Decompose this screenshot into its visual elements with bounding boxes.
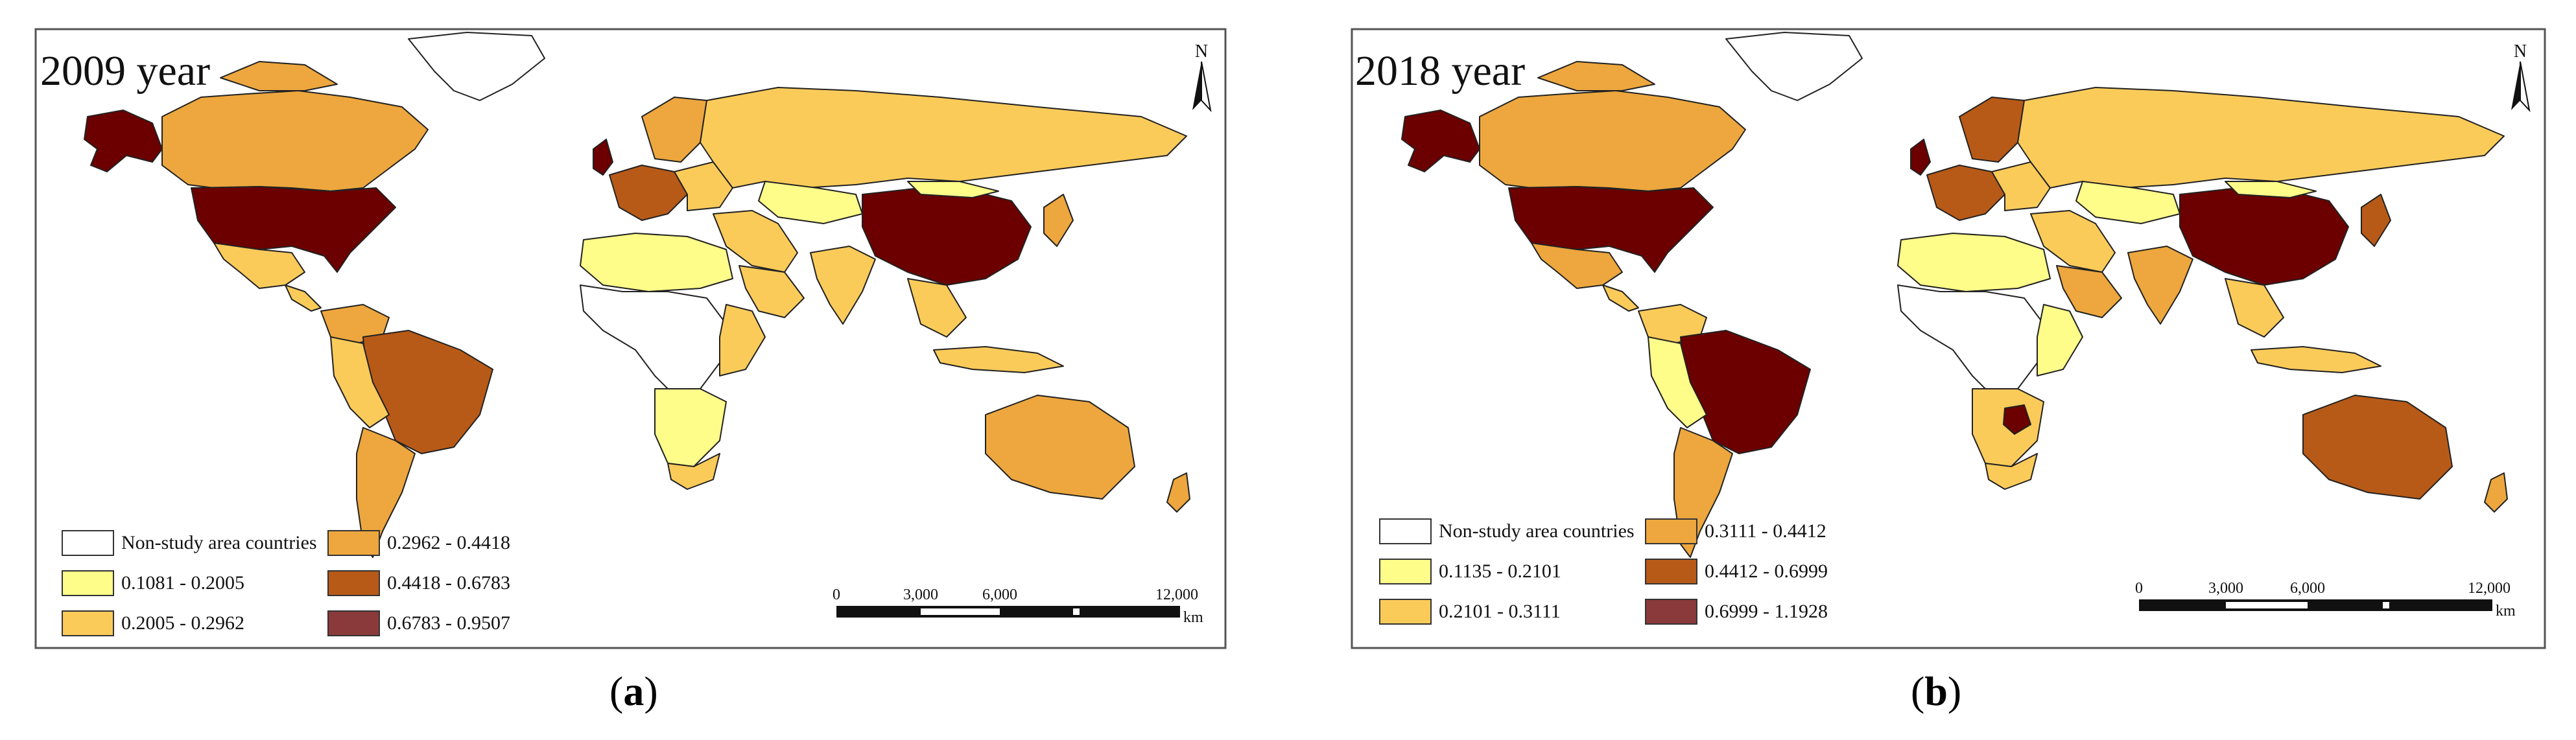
legend-swatch: [327, 610, 380, 636]
region-western-europe: [609, 165, 688, 221]
region-alaska: [84, 110, 163, 172]
caption-letter: a: [623, 668, 644, 714]
region-canada: [161, 90, 429, 192]
region-peru-bolivia: [1648, 336, 1707, 428]
region-arabia: [2056, 265, 2122, 318]
region-central-america: [1602, 284, 1639, 312]
north-arrow-icon: [1192, 61, 1212, 113]
legend-swatch: [1379, 559, 1432, 584]
north-arrow-icon: [2511, 61, 2531, 113]
region-russia: [2017, 87, 2505, 189]
region-middle-east: [713, 210, 798, 273]
region-arctic-islands: [220, 61, 338, 91]
region-peru-bolivia: [330, 336, 390, 428]
region-arctic-islands: [1537, 61, 1655, 91]
world-map-2018: N 0 3,000 6,000 12,000 km: [1351, 28, 2546, 649]
region-zimbabwe: [2003, 404, 2031, 435]
region-canada: [1479, 90, 1746, 192]
region-new-zealand: [2484, 472, 2508, 513]
legend-label: 0.3111 - 0.4412: [1705, 520, 1826, 542]
legend-label: 0.1135 - 0.2101: [1439, 561, 1561, 582]
region-indonesia: [2251, 346, 2381, 373]
figure-caption-a: (a): [609, 668, 658, 714]
legend-swatch: [62, 530, 114, 556]
legend-swatch: [327, 530, 380, 556]
region-new-zealand: [1166, 472, 1190, 513]
map-panel-2009: N 0 3,000 6,000 12,000 km 2009 year Non-…: [34, 28, 1227, 714]
region-greenland: [1725, 32, 1863, 101]
scale-tick-2: 6,000: [2290, 580, 2325, 597]
legend-label: 0.2005 - 0.2962: [121, 612, 244, 634]
north-label: N: [1195, 41, 1208, 62]
scale-tick-3: 12,000: [1155, 586, 1198, 603]
scale-unit: km: [2496, 603, 2516, 619]
scale-tick-0: 0: [2135, 580, 2143, 597]
legend-swatch: [1645, 559, 1697, 584]
region-alaska: [1401, 110, 1480, 172]
region-mongolia: [907, 181, 999, 198]
region-central-america: [285, 284, 322, 312]
legend-swatch: [327, 570, 380, 596]
region-greenland: [408, 32, 545, 101]
legend-label: 0.1081 - 0.2005: [121, 572, 244, 594]
region-south-africa: [1985, 453, 2038, 490]
region-southern-africa: [654, 388, 727, 467]
region-mongolia: [2225, 181, 2317, 198]
scale-tick-1: 3,000: [2208, 580, 2243, 597]
region-india: [810, 246, 876, 325]
region-southeast-asia: [907, 278, 967, 338]
region-north-africa: [1897, 233, 2051, 292]
region-australia: [985, 395, 1135, 500]
legend-swatch: [1645, 599, 1697, 625]
legend-label: Non-study area countries: [1439, 520, 1635, 542]
region-uk: [1910, 139, 1931, 176]
north-label: N: [2514, 41, 2527, 62]
legend-swatch: [62, 570, 114, 596]
region-russia: [700, 87, 1187, 189]
legend-swatch: [1379, 599, 1432, 625]
legend-label: 0.2962 - 0.4418: [387, 532, 510, 553]
legend-label: 0.6783 - 0.9507: [387, 612, 510, 634]
scale-tick-2: 6,000: [982, 586, 1017, 603]
region-central-asia: [2075, 181, 2180, 224]
region-southeast-asia: [2225, 278, 2284, 338]
legend-label: 0.6999 - 1.1928: [1705, 601, 1828, 622]
map-panel-2018: N 0 3,000 6,000 12,000 km 2018 year Non-…: [1288, 0, 2576, 740]
legend-label: 0.2101 - 0.3111: [1439, 601, 1561, 622]
region-east-africa: [719, 304, 766, 376]
map-year-title: 2009 year: [40, 47, 211, 95]
region-middle-east: [2030, 210, 2116, 273]
legend-label: Non-study area countries: [121, 532, 317, 553]
legend-swatch: [1379, 518, 1432, 544]
region-australia: [2302, 395, 2453, 500]
world-map-2009: N 0 3,000 6,000 12,000 km: [34, 28, 1227, 649]
scale-tick-1: 3,000: [903, 586, 938, 603]
legend-swatch: [1645, 518, 1697, 544]
scale-tick-3: 12,000: [2468, 580, 2511, 597]
figure-caption-b: (b): [1911, 668, 1962, 714]
region-japan: [1043, 194, 1074, 247]
region-arabia: [739, 265, 805, 318]
region-north-africa: [580, 233, 733, 292]
region-india: [2127, 246, 2193, 325]
legend-label: 0.4412 - 0.6999: [1705, 561, 1828, 582]
region-japan: [2361, 194, 2391, 247]
region-south-africa: [667, 453, 720, 490]
region-central-asia: [758, 181, 863, 224]
region-indonesia: [933, 346, 1064, 373]
region-western-europe: [1926, 165, 2005, 221]
caption-letter: b: [1924, 668, 1948, 714]
scale-bar: 0 3,000 6,000 12,000 km: [2135, 580, 2516, 619]
scale-unit: km: [1183, 609, 1203, 626]
scale-bar: 0 3,000 6,000 12,000 km: [833, 586, 1203, 626]
region-east-africa: [2037, 304, 2083, 376]
legend-swatch: [62, 610, 114, 636]
scale-tick-0: 0: [833, 586, 840, 603]
region-uk: [593, 139, 613, 176]
map-year-title: 2018 year: [1355, 47, 1526, 95]
legend-label: 0.4418 - 0.6783: [387, 572, 510, 594]
